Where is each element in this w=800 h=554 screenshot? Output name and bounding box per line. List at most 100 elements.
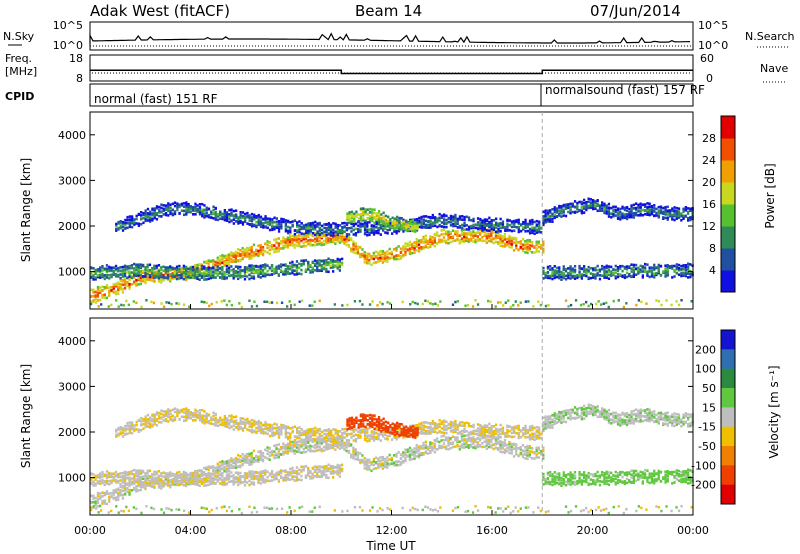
power-cell — [461, 218, 464, 221]
power-cell — [153, 267, 156, 271]
velocity-cell — [483, 440, 486, 443]
power-cell — [549, 218, 552, 221]
power-cell — [284, 225, 287, 229]
velocity-cell — [311, 445, 314, 448]
power-cell — [621, 207, 624, 210]
power-cell — [309, 265, 312, 268]
power-cell — [564, 274, 568, 278]
power-cell — [117, 305, 120, 308]
power-cell — [221, 212, 224, 216]
power-cell — [569, 205, 572, 209]
power-cell — [372, 233, 376, 236]
power-cell — [503, 238, 507, 241]
velocity-cell — [352, 454, 355, 457]
power-cell — [603, 269, 606, 273]
power-cell — [587, 204, 590, 208]
power-cell — [320, 259, 323, 263]
power-cell — [170, 302, 173, 306]
velocity-cell — [289, 445, 292, 448]
velocity-cell — [359, 459, 362, 462]
velocity-cell — [372, 457, 375, 461]
power-cell — [607, 210, 611, 214]
velocity-cell — [447, 444, 450, 447]
power-cell — [298, 228, 301, 231]
power-cell — [533, 220, 536, 224]
velocity-cell — [180, 478, 183, 481]
power-cell — [436, 231, 439, 234]
power-cell — [200, 276, 204, 279]
power-cell — [357, 213, 360, 216]
power-cell — [359, 253, 362, 256]
velocity-cell — [171, 472, 174, 476]
velocity-cell — [137, 484, 140, 488]
velocity-cell — [205, 467, 208, 471]
power-cell — [318, 239, 321, 243]
power-cell — [207, 277, 210, 281]
power-cell — [180, 272, 183, 275]
velocity-cell — [133, 468, 136, 472]
velocity-cell — [304, 450, 308, 454]
velocity-cell — [429, 446, 432, 450]
velocity-cell — [241, 462, 244, 466]
power-cell — [318, 259, 321, 262]
power-cell — [598, 209, 602, 212]
power-cell — [596, 202, 599, 206]
power-cell — [476, 303, 480, 306]
power-cell — [253, 213, 256, 217]
velocity-cell — [499, 450, 502, 453]
power-cell — [655, 214, 658, 217]
power-cell — [542, 223, 545, 227]
power-cell — [218, 255, 222, 258]
velocity-cell — [250, 460, 253, 463]
power-cell — [519, 242, 522, 245]
power-cell — [416, 302, 419, 306]
power-cell — [354, 234, 358, 237]
power-cell — [329, 230, 333, 234]
power-cell — [270, 273, 274, 276]
power-cell — [275, 223, 278, 226]
power-cell — [92, 288, 95, 292]
power-cell — [393, 217, 397, 220]
power-cell — [139, 278, 142, 281]
power-cell — [431, 239, 434, 243]
power-cell — [155, 275, 158, 279]
power-cell — [479, 226, 482, 230]
power-cell — [108, 273, 111, 277]
velocity-cell — [151, 473, 154, 476]
power-cell — [635, 208, 638, 211]
power-cell — [347, 243, 351, 247]
velocity-cell — [96, 501, 100, 505]
power-cell — [381, 257, 384, 261]
power-cell — [592, 207, 595, 210]
velocity-cell — [123, 474, 127, 477]
power-cell — [420, 221, 423, 224]
velocity-cell — [438, 446, 441, 450]
power-cell — [650, 204, 654, 208]
power-cell — [639, 205, 642, 208]
velocity-cell — [92, 497, 95, 500]
velocity-cell — [252, 449, 256, 453]
power-cell — [467, 228, 471, 231]
power-cell — [112, 285, 115, 288]
velocity-cell — [408, 446, 412, 450]
noise-left-tick-bottom: 10^0 — [53, 39, 83, 52]
power-cell — [309, 243, 312, 247]
power-cell — [210, 302, 213, 306]
power-cell — [621, 212, 624, 216]
power-cell — [524, 230, 527, 233]
power-cell — [418, 219, 421, 223]
power-cell — [687, 207, 690, 210]
power-cell — [227, 253, 231, 256]
power-cell — [346, 303, 349, 307]
power-cell — [237, 220, 240, 223]
velocity-cell — [139, 484, 142, 487]
freq-label: Freq. — [5, 52, 32, 65]
power-cell — [372, 261, 375, 265]
power-cell — [99, 298, 102, 302]
power-cell — [501, 225, 505, 228]
power-cell — [377, 229, 380, 232]
power-cell — [117, 288, 120, 291]
power-cell — [137, 274, 140, 277]
power-cell — [549, 209, 552, 212]
velocity-cell — [119, 482, 122, 486]
